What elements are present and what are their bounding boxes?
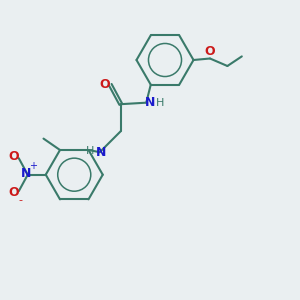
Text: O: O bbox=[8, 150, 19, 163]
Text: +: + bbox=[29, 161, 37, 171]
Text: O: O bbox=[100, 78, 110, 91]
Text: N: N bbox=[21, 167, 32, 180]
Text: -: - bbox=[18, 195, 22, 205]
Text: O: O bbox=[205, 45, 215, 58]
Text: N: N bbox=[145, 96, 155, 109]
Text: N: N bbox=[96, 146, 106, 159]
Text: H: H bbox=[156, 98, 164, 108]
Text: H: H bbox=[86, 146, 94, 156]
Text: O: O bbox=[8, 186, 19, 199]
